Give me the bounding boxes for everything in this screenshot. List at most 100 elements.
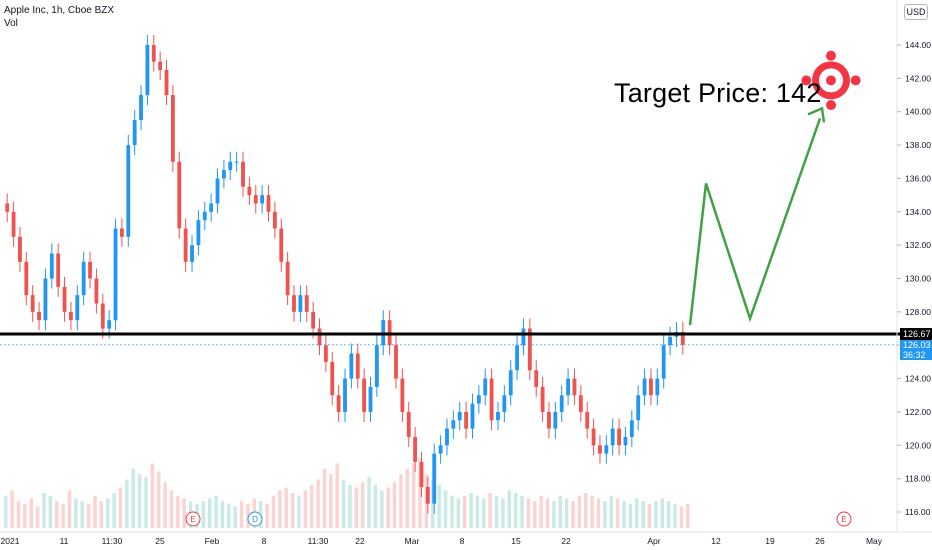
volume-bar xyxy=(590,495,594,528)
volume-bar xyxy=(501,498,505,528)
currency-badge[interactable]: USD xyxy=(904,4,928,20)
volume-bar xyxy=(584,493,588,528)
y-tick-label: 138.00 xyxy=(905,140,931,150)
event-marker-earnings[interactable]: E xyxy=(185,511,201,527)
volume-bar xyxy=(564,498,569,528)
volume-bar xyxy=(329,474,333,528)
volume-bar xyxy=(169,490,174,528)
candle-body xyxy=(311,311,316,329)
candle-body xyxy=(374,345,379,387)
candle-body xyxy=(362,378,367,412)
volume-bar xyxy=(462,495,467,528)
candle-body xyxy=(100,303,105,329)
candle-body xyxy=(279,228,284,262)
candle-body xyxy=(661,345,666,379)
candle-body xyxy=(183,228,188,262)
candle-body xyxy=(451,420,456,429)
volume-bar xyxy=(577,495,582,528)
volume-bar xyxy=(494,495,499,528)
x-tick-label: 12 xyxy=(711,536,721,546)
candle-body xyxy=(483,378,488,396)
x-tick-label: 22 xyxy=(355,536,365,546)
x-tick-label: 22 xyxy=(561,536,571,546)
x-tick-label: May xyxy=(866,536,883,546)
candle-body xyxy=(343,378,347,412)
volume-bar xyxy=(220,501,225,528)
volume-bar xyxy=(545,498,550,528)
y-tick-label: 136.00 xyxy=(905,173,931,183)
volume-bar xyxy=(647,503,652,528)
target-tick xyxy=(850,75,861,86)
candle-body xyxy=(470,403,475,429)
volume-bar xyxy=(150,463,155,528)
candle-body xyxy=(49,253,54,279)
volume-bar xyxy=(411,463,416,528)
volume-bar xyxy=(533,501,537,528)
volume-bar xyxy=(227,503,231,528)
volume-bar xyxy=(239,501,244,528)
volume-bar xyxy=(628,503,633,528)
volume-label: Vol xyxy=(4,18,18,29)
volume-bar xyxy=(10,490,14,528)
volume-bar xyxy=(654,501,658,528)
volume-bar xyxy=(125,479,129,528)
y-tick-label: 128.00 xyxy=(905,307,931,317)
candle-body xyxy=(336,395,341,412)
x-tick-label: 19 xyxy=(765,536,775,546)
volume-bar xyxy=(182,498,186,528)
candle-body xyxy=(330,361,335,396)
volume-bar xyxy=(201,501,206,528)
candle-body xyxy=(139,95,143,121)
candle-body xyxy=(215,178,220,204)
candle-body xyxy=(113,228,118,321)
candle-body xyxy=(349,353,354,379)
candle-body xyxy=(668,336,672,346)
event-marker-label: E xyxy=(841,515,846,524)
x-tick-label: Feb xyxy=(205,536,220,546)
candle-body xyxy=(578,395,583,412)
event-marker-circle xyxy=(836,511,852,527)
candle-body xyxy=(158,61,163,71)
candle-body xyxy=(253,195,258,204)
y-tick-label: 140.00 xyxy=(905,107,931,117)
volume-bar xyxy=(35,506,40,528)
volume-bar xyxy=(367,476,371,528)
volume-bar xyxy=(405,468,410,528)
candle-body xyxy=(132,120,137,146)
volume-bar xyxy=(54,501,59,528)
candle-body xyxy=(508,370,513,396)
volume-bar xyxy=(641,501,645,528)
candle-body xyxy=(43,278,48,321)
volume-bar xyxy=(29,498,34,528)
volume-bar xyxy=(74,498,78,528)
volume-bar xyxy=(112,493,116,528)
volume-bar xyxy=(615,498,620,528)
volume-bar xyxy=(341,479,346,528)
y-tick-label: 118.00 xyxy=(905,474,931,484)
volume-bar xyxy=(99,501,104,528)
candle-body xyxy=(566,378,570,396)
candle-body xyxy=(81,261,86,296)
x-tick-label: 8 xyxy=(262,536,267,546)
candle-body xyxy=(457,411,462,421)
volume-bar xyxy=(596,498,601,528)
x-tick-label: Mar xyxy=(405,536,420,546)
candle-body xyxy=(502,395,507,412)
volume-bar xyxy=(431,479,435,528)
candle-body xyxy=(540,386,545,412)
candle-body xyxy=(221,170,226,179)
volume-bar xyxy=(246,503,250,528)
volume-bar xyxy=(571,501,575,528)
target-tick xyxy=(826,100,836,111)
chart-legend: Apple Inc, 1h, Cboe BZX Vol xyxy=(4,4,114,30)
candle-body xyxy=(145,45,150,96)
volume-bar xyxy=(475,495,480,528)
candle-body xyxy=(438,445,443,454)
event-marker-earnings[interactable]: E xyxy=(836,511,852,527)
volume-bar xyxy=(335,463,339,528)
volume-bar xyxy=(86,503,91,528)
candle-body xyxy=(120,228,124,237)
volume-bar xyxy=(297,495,301,528)
event-marker-dividend[interactable]: D xyxy=(247,511,263,527)
